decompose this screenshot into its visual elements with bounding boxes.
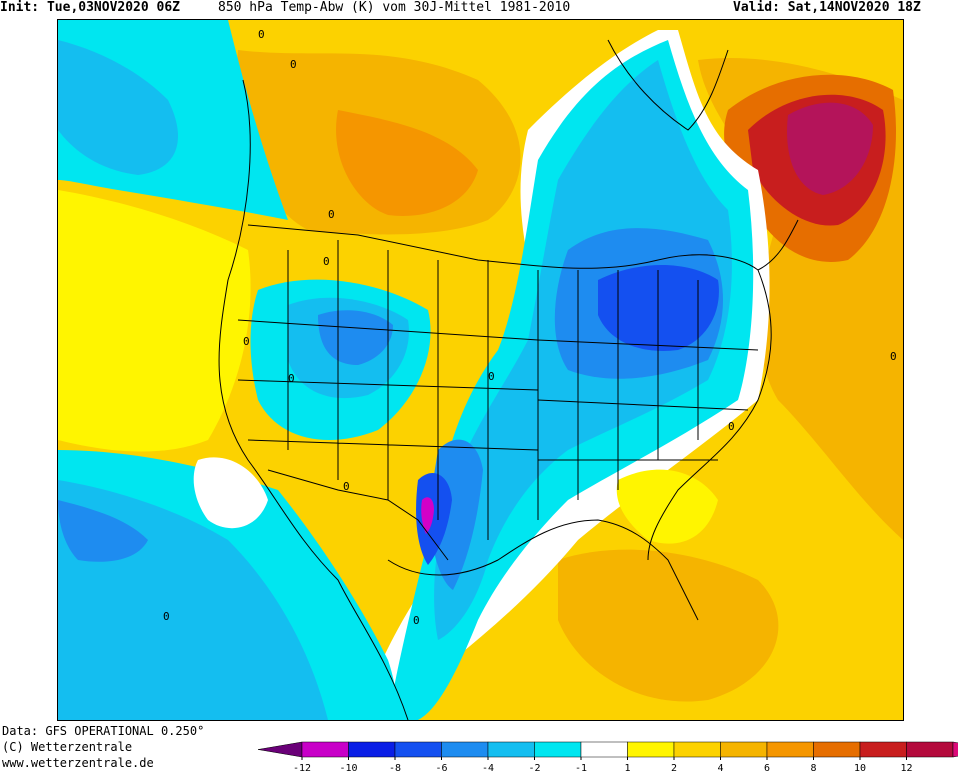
valid-time-label: Valid: Sat,14NOV2020 18Z xyxy=(733,0,921,15)
legend-tick-label: -6 xyxy=(435,763,447,774)
legend-swatch xyxy=(766,741,814,758)
legend-swatch xyxy=(394,741,442,758)
legend-swatch xyxy=(258,741,303,758)
legend-tick-label: 12 xyxy=(900,763,912,774)
contour-label: 0 xyxy=(328,208,335,221)
legend-swatch xyxy=(441,741,489,758)
contour-label: 0 xyxy=(343,480,350,493)
init-time-label: Init: Tue,03NOV2020 06Z xyxy=(0,0,181,15)
legend-swatches xyxy=(258,741,958,758)
contour-label: 0 xyxy=(413,614,420,627)
legend-tick-label: -8 xyxy=(389,763,401,774)
legend-swatch xyxy=(627,741,675,758)
contour-label: 0 xyxy=(288,372,295,385)
map-title: 850 hPa Temp-Abw (K) vom 30J-Mittel 1981… xyxy=(218,0,571,15)
copyright-label: (C) Wetterzentrale xyxy=(2,740,133,754)
field-warm-mid-southeast xyxy=(558,549,779,702)
field-cool-mid-rockies xyxy=(318,310,393,365)
field-cool-pacific xyxy=(58,40,178,175)
field-cold-max-core xyxy=(421,497,434,534)
legend-tick-label: 2 xyxy=(671,763,677,774)
field-neutral-baja xyxy=(193,457,268,529)
field-hot-max-east xyxy=(787,102,873,195)
color-legend: -12 -10 -8 -6 -4 -2 -1 1 2 4 6 8 10 12 xyxy=(258,741,958,774)
field-cool-mid-southwest xyxy=(58,500,148,562)
data-source-label: Data: GFS OPERATIONAL 0.250° xyxy=(2,724,205,738)
contour-label: 0 xyxy=(890,350,897,363)
legend-ticks: -12 -10 -8 -6 -4 -2 -1 1 2 4 6 8 10 12 xyxy=(293,757,913,774)
contour-label: 0 xyxy=(243,335,250,348)
field-cool-mid-southplains xyxy=(429,439,483,590)
legend-swatch xyxy=(859,741,907,758)
legend-swatch xyxy=(673,741,721,758)
legend-tick-label: 10 xyxy=(854,763,866,774)
legend-swatch xyxy=(301,741,349,758)
legend-swatch xyxy=(534,741,582,758)
map-header: Init: Tue,03NOV2020 06Z 850 hPa Temp-Abw… xyxy=(0,0,962,18)
legend-swatch xyxy=(720,741,768,758)
field-cold-southplains xyxy=(416,472,452,565)
contour-label: 0 xyxy=(258,28,265,41)
source-url-label: www.wetterzentrale.de xyxy=(2,756,154,770)
anomaly-map: 0 0 0 0 0 0 0 0 0 0 0 0 xyxy=(57,19,904,721)
legend-tick-label: 1 xyxy=(624,763,630,774)
boundaries xyxy=(218,39,799,720)
legend-swatch xyxy=(487,741,535,758)
legend-tick-label: 8 xyxy=(810,763,816,774)
hudson-bay-coast xyxy=(607,39,729,131)
coastline-east xyxy=(647,269,772,561)
legend-tick-label: -4 xyxy=(482,763,494,774)
legend-tick-label: 6 xyxy=(764,763,770,774)
contour-label: 0 xyxy=(488,370,495,383)
contour-label: 0 xyxy=(728,420,735,433)
legend-tick-label: -2 xyxy=(528,763,540,774)
field-warm-light-west xyxy=(58,190,251,452)
states-west-grid xyxy=(237,240,539,540)
legend-swatch xyxy=(580,741,628,758)
anomaly-map-svg: 0 0 0 0 0 0 0 0 0 0 0 0 xyxy=(58,20,903,720)
field-warm-strong-north xyxy=(336,110,478,216)
coastline-west xyxy=(218,79,409,720)
legend-tick-label: 4 xyxy=(717,763,723,774)
coastline-gulf xyxy=(387,519,699,621)
legend-tick-label: -10 xyxy=(339,763,357,774)
legend-swatch xyxy=(952,741,958,758)
legend-swatch xyxy=(813,741,861,758)
legend-tick-label: -12 xyxy=(293,763,311,774)
contour-label: 0 xyxy=(323,255,330,268)
legend-swatch xyxy=(906,741,954,758)
contour-label: 0 xyxy=(290,58,297,71)
legend-swatch xyxy=(348,741,396,758)
contour-label: 0 xyxy=(163,610,170,623)
legend-tick-label: -1 xyxy=(575,763,587,774)
contour-labels: 0 0 0 0 0 0 0 0 0 0 0 0 xyxy=(163,28,897,627)
border-canada-us xyxy=(247,219,799,271)
states-east-grid xyxy=(537,270,759,500)
